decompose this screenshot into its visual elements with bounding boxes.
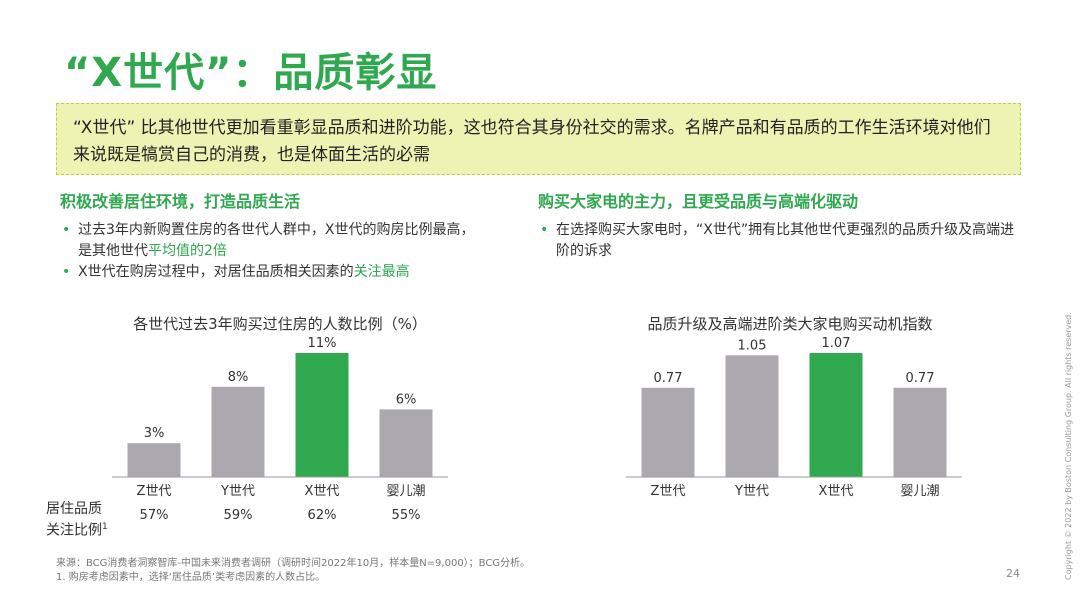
left-bullet-2: • X世代在购房过程中，对居住品质相关因素的关注最高 [60,262,480,283]
row-value-y: 59% [223,508,253,523]
housing-data-label-1: 8% [228,370,249,385]
right-bar-chart: 0.77 Z世代 1.05 Y世代 1.07 X世代 0.77 婴儿潮 [626,336,962,499]
appliance-bar-0 [641,387,695,477]
appliance-data-label-0: 0.77 [654,371,683,386]
housing-bar-2 [295,353,349,477]
row-value-x: 62% [307,508,337,523]
housing-bar-1 [211,386,265,477]
key-message-callout: “X世代” 比其他世代更加看重彰显品质和进阶功能，这也符合其身份社交的需求。名牌… [56,103,1021,175]
left-bullet-1: • 过去3年内新购置住房的各世代人群中，X世代的购房比例最高，是其他世代平均值的2… [62,222,475,259]
bullet-dot-icon: • [540,222,549,238]
page-title: “X世代”：品质彰显 [64,50,438,96]
appliance-data-label-3: 0.77 [906,371,935,386]
appliance-category-label-0: Z世代 [651,484,686,499]
bullet-dot-icon: • [62,222,71,238]
highlight-text: 平均值的2倍 [148,243,227,259]
row-value-boomer: 55% [391,508,421,523]
highlight-text: 关注最高 [353,264,410,280]
housing-data-label-3: 6% [396,392,417,407]
housing-bar-3 [379,409,433,477]
appliance-category-label-3: 婴儿潮 [900,484,939,499]
appliance-data-label-1: 1.05 [738,338,767,353]
left-chart-title: 各世代过去3年购买过住房的人数比例（%） [133,315,427,333]
right-bullet-1: • 在选择购买大家电时，“X世代”拥有比其他世代更强烈的品质升级及高端进阶的诉求 [540,222,1015,259]
page-number: 24 [1006,567,1020,580]
left-heading: 积极改善居住环境，打造品质生活 [60,192,301,211]
source-footnote: 来源：BCG消费者洞察智库-中国未来消费者调研（调研时间2022年10月，样本量… [56,558,531,583]
left-bar-chart: 3% Z世代 8% Y世代 11% X世代 6% 婴儿潮 [112,336,448,499]
housing-quality-row-label: 居住品质 关注比例1 [46,501,108,539]
housing-category-label-2: X世代 [305,484,340,499]
left-bullet-list: • 过去3年内新购置住房的各世代人群中，X世代的购房比例最高，是其他世代平均值的2… [60,220,480,283]
housing-category-label-1: Y世代 [220,484,255,499]
appliance-category-label-1: Y世代 [734,484,769,499]
appliance-category-label-2: X世代 [819,484,854,499]
appliance-bar-1 [725,355,779,477]
appliance-data-label-2: 1.07 [822,336,851,351]
appliance-bar-2 [809,353,863,477]
right-bullet-list: • 在选择购买大家电时，“X世代”拥有比其他世代更强烈的品质升级及高端进阶的诉求 [538,220,1028,262]
housing-bar-0 [127,443,181,477]
housing-data-label-2: 11% [308,336,337,351]
appliance-bar-3 [893,387,947,477]
right-chart-title: 品质升级及高端进阶类大家电购买动机指数 [647,315,933,333]
housing-category-label-3: 婴儿潮 [386,484,425,499]
right-heading: 购买大家电的主力，且更受品质与高端化驱动 [538,192,859,211]
housing-data-label-0: 3% [144,426,165,441]
bullet-dot-icon: • [62,264,71,280]
copyright-notice: Copyright © 2022 by Boston Consulting Gr… [1064,312,1073,580]
housing-category-label-0: Z世代 [137,484,172,499]
row-value-z: 57% [139,508,169,523]
